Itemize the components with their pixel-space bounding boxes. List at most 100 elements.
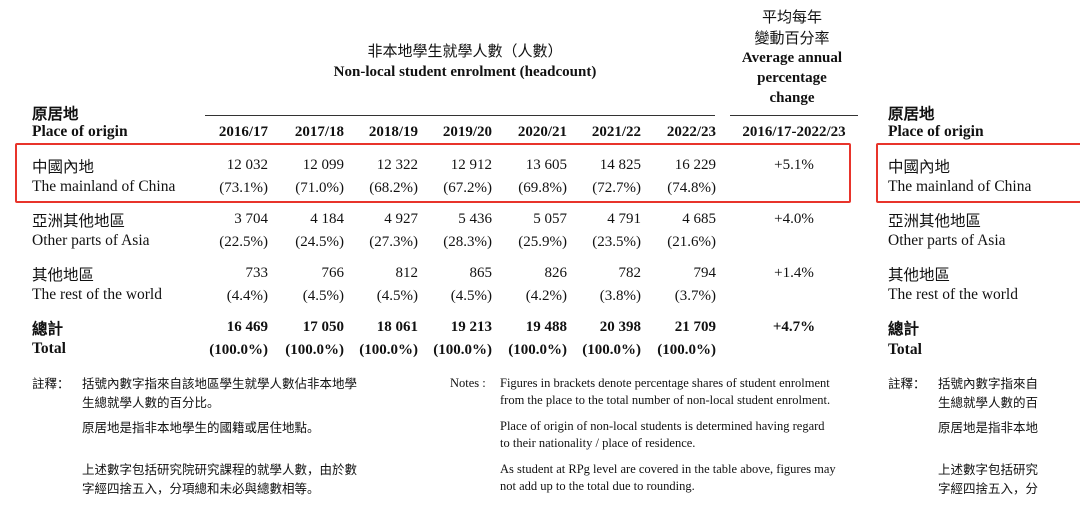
cell-value: 13 605	[525, 157, 567, 173]
right-row2-en: Other parts of Asia	[888, 232, 1006, 249]
note-en-2b: to their nationality / place of residenc…	[500, 436, 696, 450]
cell-avg-change: +1.4%	[774, 265, 814, 281]
note-zh-1a: 括號內數字指來自該地區學生就學人數佔非本地學	[82, 377, 358, 391]
year-header: 2016/17	[218, 124, 268, 140]
cell-value: 17 050	[302, 319, 344, 335]
cell-value: 21 709	[674, 319, 716, 335]
note-en-2a: Place of origin of non-local students is…	[500, 419, 825, 433]
notes-label-zh: 註釋：	[32, 377, 70, 391]
right-row3-en: The rest of the world	[888, 286, 1018, 303]
cell-value: 794	[693, 265, 717, 281]
cell-value: 14 825	[599, 157, 641, 173]
cell-value: 19 213	[450, 319, 492, 335]
row-label-zh: 總計	[32, 321, 64, 338]
right-note1a: 括號內數字指來自	[938, 377, 1039, 391]
year-header: 2018/19	[368, 124, 418, 140]
year-header: 2017/18	[294, 124, 344, 140]
right-note2: 原居地是指非本地	[938, 421, 1039, 435]
note-en-1b: from the place to the total number of no…	[500, 393, 831, 407]
right-origin-en: Place of origin	[888, 123, 984, 140]
cell-share: (23.5%)	[592, 234, 641, 250]
note-zh-3a: 上述數字包括研究院研究課程的就學人數，由於數	[82, 463, 358, 477]
row-label-zh: 其他地區	[32, 267, 95, 284]
note-zh-2: 原居地是指非本地學生的國籍或居住地點。	[82, 421, 320, 435]
cell-share: (100.0%)	[433, 342, 492, 358]
cell-value: 12 032	[226, 157, 268, 173]
right-row3-zh: 其他地區	[888, 267, 951, 284]
cell-share: (72.7%)	[592, 180, 641, 196]
note-en-3a: As student at RPg level are covered in t…	[500, 462, 836, 476]
cell-share: (4.4%)	[226, 288, 268, 304]
cell-value: 826	[544, 265, 568, 281]
cell-value: 4 791	[607, 211, 641, 227]
table-title-en: Non-local student enrolment (headcount)	[333, 64, 597, 80]
place-of-origin-en: Place of origin	[32, 123, 128, 140]
cell-value: 5 057	[533, 211, 567, 227]
cell-value: 4 184	[310, 211, 344, 227]
right-total-zh: 總計	[888, 321, 920, 338]
cell-share: (74.8%)	[667, 180, 716, 196]
cell-value: 12 099	[302, 157, 344, 173]
cell-value: 3 704	[234, 211, 268, 227]
cell-share: (4.2%)	[525, 288, 567, 304]
cell-value: 4 685	[682, 211, 716, 227]
cell-value: 812	[395, 265, 419, 281]
row-label-en: Other parts of Asia	[32, 232, 150, 249]
cell-value: 5 436	[458, 211, 492, 227]
year-header: 2020/21	[517, 124, 567, 140]
year-header: 2022/23	[666, 124, 716, 140]
cell-value: 4 927	[384, 211, 418, 227]
cell-share: (4.5%)	[302, 288, 344, 304]
cell-share: (100.0%)	[359, 342, 418, 358]
cell-share: (100.0%)	[657, 342, 716, 358]
cell-share: (25.9%)	[518, 234, 567, 250]
note-en-1a: Figures in brackets denote percentage sh…	[500, 376, 830, 390]
cell-share: (22.5%)	[219, 234, 268, 250]
row-label-en: The mainland of China	[32, 178, 176, 195]
place-of-origin-zh: 原居地	[32, 106, 79, 123]
year-header: 2021/22	[591, 124, 641, 140]
row-label-en: Total	[32, 340, 66, 357]
cell-share: (100.0%)	[582, 342, 641, 358]
cell-value: 766	[321, 265, 345, 281]
avg-change-en-3: change	[769, 90, 815, 106]
table-title-zh: 非本地學生就學人數（人數）	[367, 44, 563, 60]
right-note3a: 上述數字包括研究	[938, 463, 1039, 477]
cell-avg-change: +4.7%	[772, 319, 816, 335]
cell-share: (21.6%)	[667, 234, 716, 250]
highlight-box-mainland-right	[876, 143, 1080, 203]
notes-label-en: Notes :	[450, 376, 486, 390]
cell-value: 865	[469, 265, 493, 281]
year-header: 2019/20	[442, 124, 492, 140]
cell-share: (3.7%)	[674, 288, 716, 304]
right-note3b: 字經四捨五入，分	[938, 482, 1039, 496]
row-label-zh: 亞洲其他地區	[32, 213, 126, 230]
cell-value: 782	[618, 265, 642, 281]
cell-share: (69.8%)	[518, 180, 567, 196]
cell-share: (4.5%)	[376, 288, 418, 304]
cell-share: (73.1%)	[219, 180, 268, 196]
cell-share: (68.2%)	[369, 180, 418, 196]
cell-value: 733	[245, 265, 269, 281]
avg-change-en-1: Average annual	[741, 50, 843, 66]
right-row1-en: The mainland of China	[888, 178, 1032, 195]
cell-avg-change: +4.0%	[774, 211, 814, 227]
cell-share: (100.0%)	[285, 342, 344, 358]
note-zh-1b: 生總就學人數的百分比。	[82, 396, 220, 410]
right-row2-zh: 亞洲其他地區	[888, 213, 982, 230]
row-label-en: The rest of the world	[32, 286, 162, 303]
right-origin-zh: 原居地	[888, 106, 935, 123]
cell-share: (100.0%)	[209, 342, 268, 358]
cell-avg-change: +5.1%	[774, 157, 814, 173]
cell-share: (3.8%)	[599, 288, 641, 304]
cell-value: 12 322	[376, 157, 418, 173]
right-note1b: 生總就學人數的百	[938, 396, 1039, 410]
note-en-3b: not add up to the total due to rounding.	[500, 479, 695, 493]
cell-value: 18 061	[376, 319, 418, 335]
cell-value: 16 229	[674, 157, 716, 173]
cell-share: (27.3%)	[369, 234, 418, 250]
note-zh-3b: 字經四捨五入，分項總和未必與總數相等。	[82, 482, 320, 496]
cell-share: (100.0%)	[508, 342, 567, 358]
right-note-label: 註釋：	[888, 377, 926, 391]
cell-value: 12 912	[450, 157, 492, 173]
